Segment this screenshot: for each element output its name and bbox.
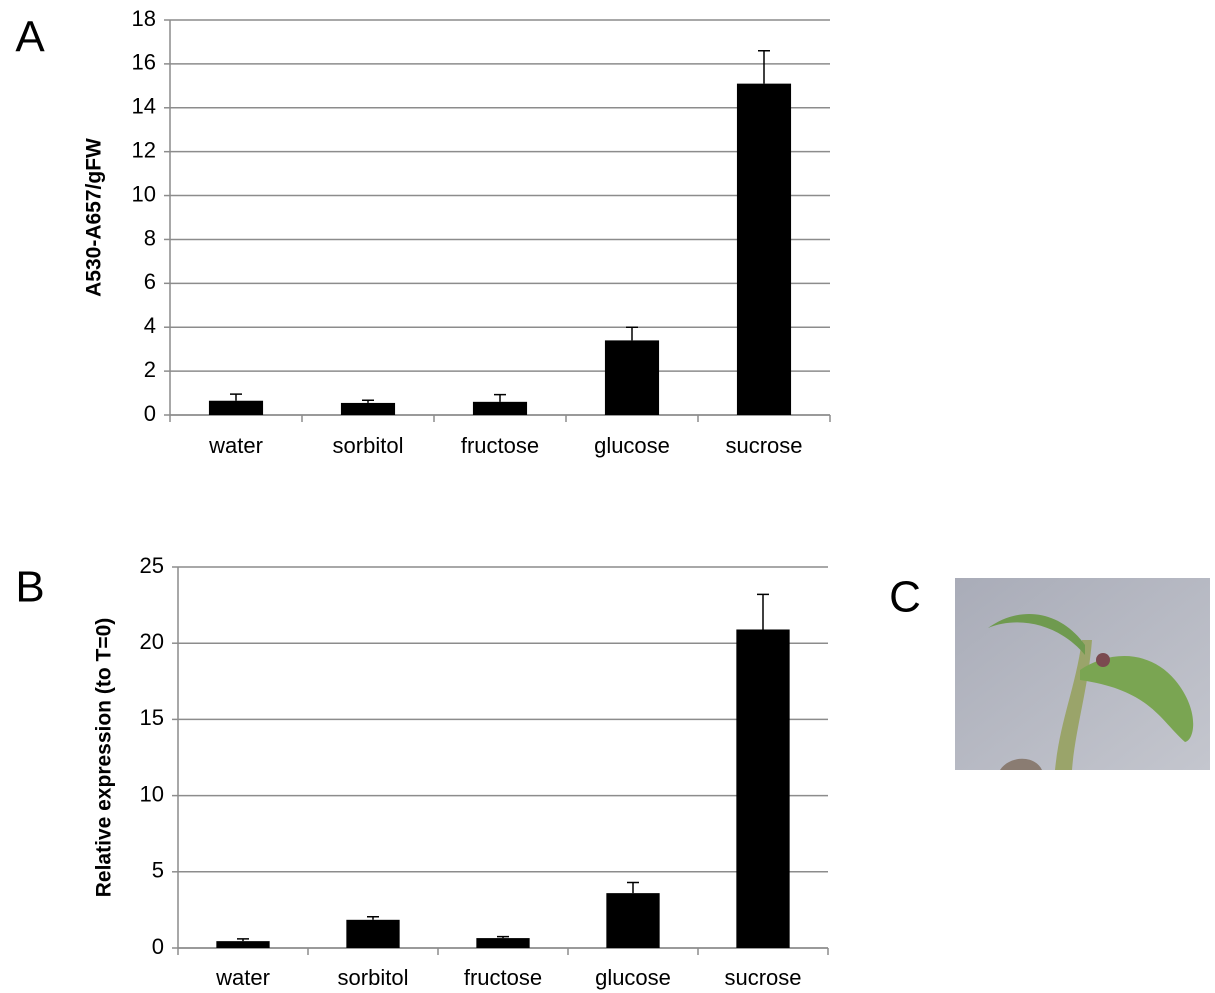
y-tick-label: 25 bbox=[140, 553, 164, 578]
bar bbox=[216, 941, 270, 948]
bar bbox=[606, 893, 660, 948]
x-tick-label: sucrose bbox=[725, 433, 802, 458]
plant-bud bbox=[1096, 653, 1110, 667]
x-tick-label: glucose bbox=[594, 433, 670, 458]
bar bbox=[208, 400, 264, 415]
y-axis-label: A530-A657/gFW bbox=[83, 138, 106, 297]
bar bbox=[472, 401, 528, 415]
x-tick-label: sorbitol bbox=[333, 433, 404, 458]
x-tick-label: fructose bbox=[464, 965, 542, 990]
y-axis-label: Relative expression (to T=0) bbox=[93, 618, 116, 898]
y-tick-label: 10 bbox=[132, 181, 156, 206]
y-tick-label: 16 bbox=[132, 50, 156, 75]
x-tick-label: water bbox=[215, 965, 270, 990]
bar bbox=[604, 340, 660, 415]
bar bbox=[346, 919, 400, 948]
bar bbox=[476, 938, 530, 948]
y-tick-label: 15 bbox=[140, 705, 164, 730]
x-tick-label: glucose bbox=[595, 965, 671, 990]
error-bar bbox=[626, 326, 638, 341]
y-tick-label: 10 bbox=[140, 781, 164, 806]
error-bar bbox=[497, 935, 509, 939]
y-tick-label: 18 bbox=[132, 6, 156, 31]
y-tick-label: 0 bbox=[152, 934, 164, 959]
error-bar bbox=[757, 593, 769, 630]
plant-leaf bbox=[988, 613, 1085, 655]
plant-leaf bbox=[1080, 656, 1194, 742]
x-tick-label: fructose bbox=[461, 433, 539, 458]
y-tick-label: 12 bbox=[132, 137, 156, 162]
x-tick-label: sucrose bbox=[724, 965, 801, 990]
x-tick-label: water bbox=[208, 433, 263, 458]
bar bbox=[736, 629, 790, 948]
error-bar bbox=[494, 393, 506, 402]
error-bar bbox=[230, 393, 242, 401]
panel-label: B bbox=[15, 563, 44, 612]
error-bar bbox=[758, 49, 770, 84]
y-tick-label: 2 bbox=[144, 357, 156, 382]
y-tick-label: 5 bbox=[152, 858, 164, 883]
error-bar bbox=[627, 881, 639, 894]
error-bar bbox=[367, 916, 379, 920]
y-tick-label: 0 bbox=[144, 401, 156, 426]
y-tick-label: 6 bbox=[144, 269, 156, 294]
bar bbox=[736, 83, 792, 415]
seed-coat bbox=[1000, 758, 1042, 770]
error-bar bbox=[362, 399, 374, 403]
y-tick-label: 14 bbox=[132, 94, 156, 119]
panel-label: C bbox=[889, 573, 921, 622]
y-tick-label: 8 bbox=[144, 225, 156, 250]
bar bbox=[340, 402, 396, 415]
x-tick-label: sorbitol bbox=[338, 965, 409, 990]
y-tick-label: 20 bbox=[140, 629, 164, 654]
y-tick-label: 4 bbox=[144, 313, 156, 338]
error-bar bbox=[237, 938, 249, 942]
panel-label: A bbox=[15, 13, 45, 62]
photo: C bbox=[889, 573, 1210, 770]
